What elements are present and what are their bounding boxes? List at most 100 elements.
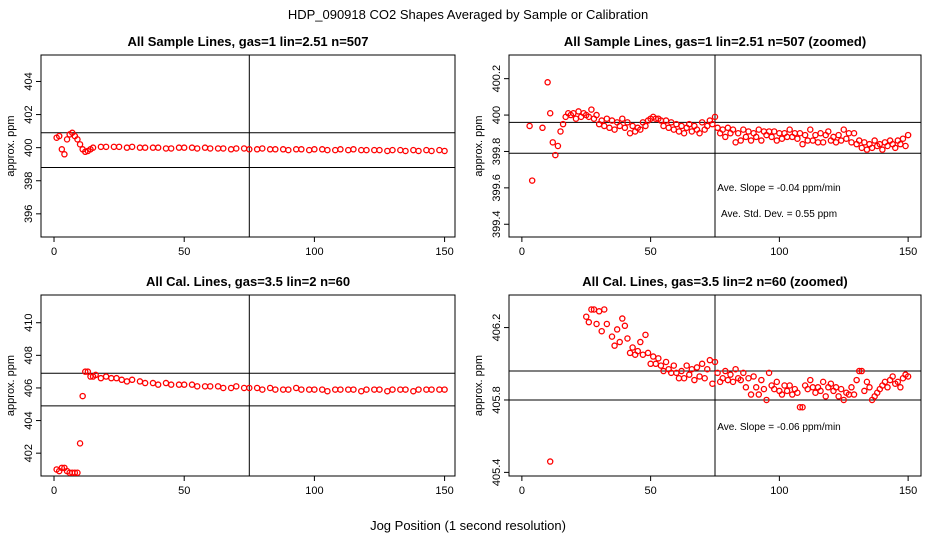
data-point	[337, 146, 344, 153]
plot-frame	[40, 54, 456, 238]
chart-panel-1: All Sample Lines, gas=1 lin=2.51 n=507 0 5…	[5, 34, 456, 258]
data-point	[894, 378, 902, 386]
data-point	[97, 374, 105, 382]
data-point	[214, 145, 222, 152]
y-tick-label: 406.2	[491, 314, 503, 342]
data-point	[786, 126, 793, 133]
data-point	[350, 386, 357, 393]
data-point	[711, 358, 719, 366]
data-point	[809, 137, 817, 144]
data-point	[331, 386, 339, 393]
data-point	[331, 146, 339, 154]
data-point	[175, 144, 183, 151]
data-point	[554, 142, 562, 150]
data-point	[698, 360, 706, 368]
data-point	[149, 379, 157, 387]
data-point	[724, 376, 732, 384]
data-point	[781, 382, 788, 389]
data-point	[680, 130, 688, 137]
data-point	[76, 141, 84, 148]
data-point	[611, 342, 618, 349]
data-point	[729, 378, 737, 386]
data-point	[441, 386, 448, 393]
data-point	[737, 137, 745, 144]
data-point	[227, 146, 235, 153]
data-point	[292, 146, 300, 153]
data-point	[629, 122, 636, 130]
data-point	[233, 145, 240, 152]
data-point	[167, 145, 175, 152]
data-point	[750, 373, 757, 380]
data-point	[660, 122, 667, 130]
data-point	[647, 360, 654, 368]
data-point	[783, 387, 791, 395]
data-point	[642, 122, 649, 130]
data-point	[154, 381, 162, 388]
data-point	[850, 391, 858, 398]
data-point	[593, 111, 600, 119]
data-point	[675, 128, 683, 135]
data-point	[621, 124, 629, 132]
data-point	[371, 386, 378, 393]
data-point	[423, 146, 430, 154]
data-point	[613, 326, 621, 333]
data-point	[397, 146, 404, 154]
y-tick-label: 405.4	[491, 459, 503, 487]
data-point	[642, 331, 649, 339]
data-point	[118, 376, 125, 384]
data-point	[266, 146, 274, 153]
data-point	[233, 383, 240, 390]
data-point	[384, 387, 391, 395]
data-point	[858, 144, 866, 152]
data-point	[740, 369, 747, 377]
data-point	[734, 130, 742, 137]
data-point	[162, 379, 170, 387]
data-point	[136, 378, 144, 385]
data-point	[861, 387, 868, 395]
data-point	[371, 146, 378, 154]
data-point	[863, 146, 871, 153]
data-point	[141, 379, 149, 387]
data-point	[175, 381, 183, 388]
data-point	[747, 137, 755, 144]
data-point	[128, 143, 136, 151]
data-point	[817, 130, 824, 137]
data-point	[655, 355, 662, 362]
data-point	[670, 362, 678, 369]
data-point	[747, 391, 755, 398]
data-point	[714, 124, 721, 132]
data-point	[115, 143, 123, 151]
data-point	[809, 384, 817, 391]
data-point	[588, 106, 595, 113]
data-point	[606, 124, 613, 132]
data-point	[298, 386, 305, 393]
data-point	[848, 139, 855, 146]
data-point	[662, 358, 670, 366]
data-point	[318, 386, 326, 393]
y-tick-label: 405.8	[491, 386, 503, 414]
data-point	[639, 351, 647, 358]
data-point	[760, 385, 768, 393]
y-tick-label: 400	[491, 106, 503, 124]
data-point	[546, 109, 554, 117]
data-point	[575, 108, 582, 115]
data-point	[588, 306, 595, 313]
data-point	[621, 322, 629, 330]
data-point	[402, 386, 409, 393]
data-point	[822, 393, 829, 400]
data-point	[892, 144, 899, 152]
data-point	[832, 139, 840, 146]
data-point	[801, 131, 809, 139]
data-point	[840, 396, 848, 404]
data-point	[123, 378, 131, 385]
data-point	[337, 386, 344, 393]
data-point	[745, 128, 752, 135]
data-point	[899, 135, 907, 142]
data-point	[626, 130, 634, 137]
data-point	[220, 145, 227, 152]
data-point	[742, 133, 750, 141]
data-point	[904, 373, 912, 380]
data-point	[778, 135, 786, 142]
data-point	[765, 369, 773, 377]
y-tick-label: 399.8	[491, 138, 503, 166]
